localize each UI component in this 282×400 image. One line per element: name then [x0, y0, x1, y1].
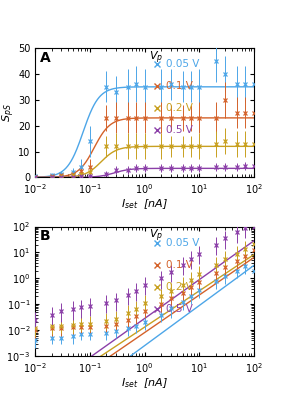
Y-axis label: $S_{pS}$: $S_{pS}$	[0, 103, 17, 122]
Text: 0.1 V: 0.1 V	[166, 81, 193, 91]
X-axis label: $I_{set}$  [nA]: $I_{set}$ [nA]	[121, 376, 168, 390]
Text: 0.1 V: 0.1 V	[166, 260, 193, 270]
Text: $V_p$: $V_p$	[149, 228, 163, 244]
Text: $V_p$: $V_p$	[149, 49, 163, 66]
Y-axis label: $E_{pS}$ [nJ]: $E_{pS}$ [nJ]	[0, 271, 5, 312]
Text: 0.05 V: 0.05 V	[166, 59, 200, 69]
Text: B: B	[39, 229, 50, 243]
Text: 0.5 V: 0.5 V	[166, 304, 193, 314]
Text: 0.5 V: 0.5 V	[166, 125, 193, 135]
Text: 0.2 V: 0.2 V	[166, 103, 193, 113]
Text: 0.05 V: 0.05 V	[166, 238, 200, 248]
Text: 0.2 V: 0.2 V	[166, 282, 193, 292]
Text: A: A	[39, 50, 50, 64]
X-axis label: $I_{set}$  [nA]: $I_{set}$ [nA]	[121, 198, 168, 211]
